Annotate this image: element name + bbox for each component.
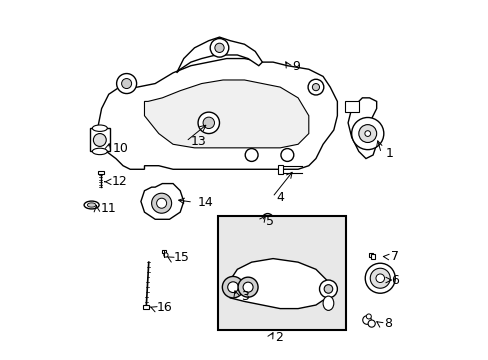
Circle shape — [362, 316, 370, 324]
Text: 9: 9 — [292, 60, 300, 73]
Circle shape — [264, 216, 270, 222]
Circle shape — [203, 117, 214, 129]
Ellipse shape — [323, 296, 333, 310]
Text: 5: 5 — [265, 215, 273, 228]
Polygon shape — [144, 80, 308, 148]
Circle shape — [210, 39, 228, 57]
Circle shape — [375, 274, 384, 283]
Text: 6: 6 — [390, 274, 398, 287]
Polygon shape — [347, 98, 376, 158]
Text: 15: 15 — [173, 251, 189, 264]
Circle shape — [358, 125, 376, 143]
Text: 1: 1 — [385, 147, 393, 160]
Bar — [370, 254, 374, 258]
Circle shape — [369, 268, 389, 288]
Polygon shape — [141, 184, 183, 219]
Bar — [344, 102, 358, 112]
Circle shape — [243, 282, 253, 292]
Circle shape — [351, 117, 383, 150]
Circle shape — [214, 43, 224, 53]
Text: 11: 11 — [101, 202, 117, 215]
Circle shape — [262, 213, 273, 225]
Bar — [368, 252, 372, 257]
Bar — [217, 216, 346, 330]
Bar — [278, 165, 282, 174]
Circle shape — [198, 112, 219, 134]
Bar — [90, 128, 110, 152]
Bar — [162, 249, 165, 253]
Circle shape — [367, 320, 374, 327]
Circle shape — [244, 149, 258, 161]
Polygon shape — [98, 59, 337, 169]
Circle shape — [156, 198, 166, 208]
Circle shape — [116, 73, 136, 94]
Text: 7: 7 — [390, 250, 398, 263]
Circle shape — [281, 149, 293, 161]
Circle shape — [93, 134, 106, 147]
Polygon shape — [176, 37, 262, 73]
Text: 12: 12 — [111, 175, 127, 188]
Circle shape — [151, 193, 171, 213]
Circle shape — [365, 263, 394, 293]
Bar — [142, 305, 149, 309]
Circle shape — [312, 84, 319, 91]
Text: 2: 2 — [274, 331, 282, 344]
Circle shape — [319, 280, 337, 298]
Text: 16: 16 — [157, 301, 172, 314]
Text: 8: 8 — [383, 317, 391, 330]
Ellipse shape — [84, 201, 99, 209]
Polygon shape — [228, 258, 329, 309]
Text: 3: 3 — [241, 289, 248, 303]
Circle shape — [307, 79, 323, 95]
Text: 13: 13 — [190, 135, 205, 148]
Circle shape — [324, 285, 332, 293]
Ellipse shape — [92, 125, 107, 131]
Text: 10: 10 — [112, 142, 128, 155]
Ellipse shape — [87, 203, 96, 207]
Text: 4: 4 — [276, 191, 284, 204]
Circle shape — [222, 276, 244, 298]
Circle shape — [122, 78, 131, 89]
Bar — [98, 171, 103, 174]
Text: 14: 14 — [197, 195, 213, 209]
Circle shape — [238, 277, 258, 297]
Circle shape — [163, 253, 168, 257]
Circle shape — [227, 282, 238, 293]
Circle shape — [364, 131, 370, 136]
Circle shape — [366, 314, 370, 319]
Ellipse shape — [92, 148, 107, 155]
